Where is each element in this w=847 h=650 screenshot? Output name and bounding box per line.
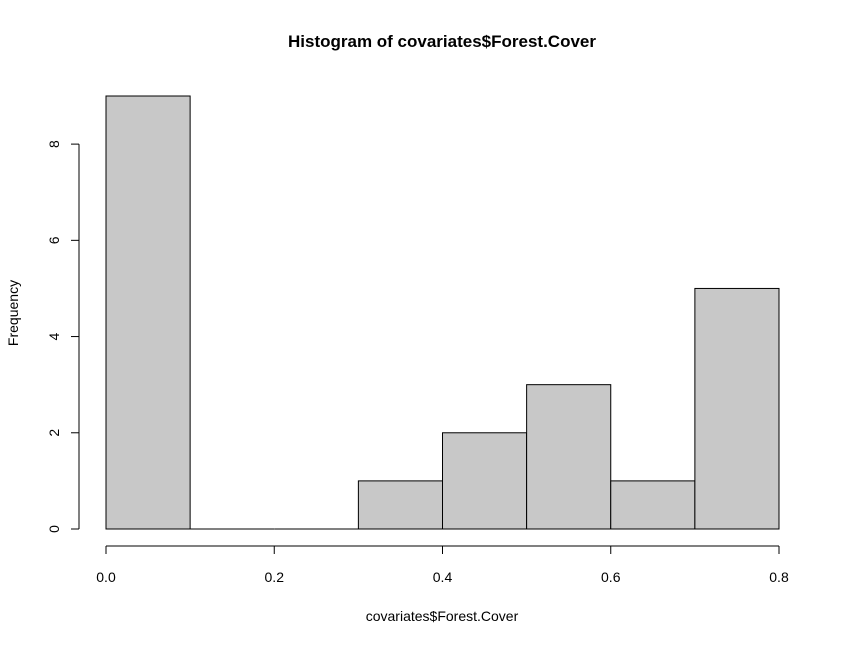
y-tick-label-3: 6 — [46, 236, 62, 244]
y-tick-label-2: 4 — [46, 332, 62, 340]
histogram-bar-6 — [610, 480, 696, 530]
bars-group — [105, 95, 780, 530]
x-axis: 0.0 0.2 0.4 0.6 0.8 — [96, 545, 789, 585]
histogram-bar-3 — [357, 480, 443, 530]
y-axis-label: Frequency — [5, 280, 21, 346]
y-tick-label-0: 0 — [46, 525, 62, 533]
x-axis-label: covariates$Forest.Cover — [366, 608, 519, 624]
y-tick-label-1: 2 — [46, 429, 62, 437]
histogram-bar-0 — [105, 95, 191, 530]
x-tick-label-4: 0.8 — [769, 569, 789, 585]
x-tick-label-1: 0.2 — [265, 569, 285, 585]
histogram-bar-7 — [694, 287, 780, 530]
histogram-bar-4 — [442, 432, 528, 530]
x-tick-label-2: 0.4 — [433, 569, 453, 585]
histogram-bar-5 — [526, 384, 612, 530]
chart-title: Histogram of covariates$Forest.Cover — [288, 32, 596, 51]
x-tick-label-3: 0.6 — [601, 569, 621, 585]
y-tick-label-4: 8 — [46, 140, 62, 148]
y-axis: 0 2 4 6 8 — [46, 140, 80, 533]
x-tick-label-0: 0.0 — [96, 569, 116, 585]
